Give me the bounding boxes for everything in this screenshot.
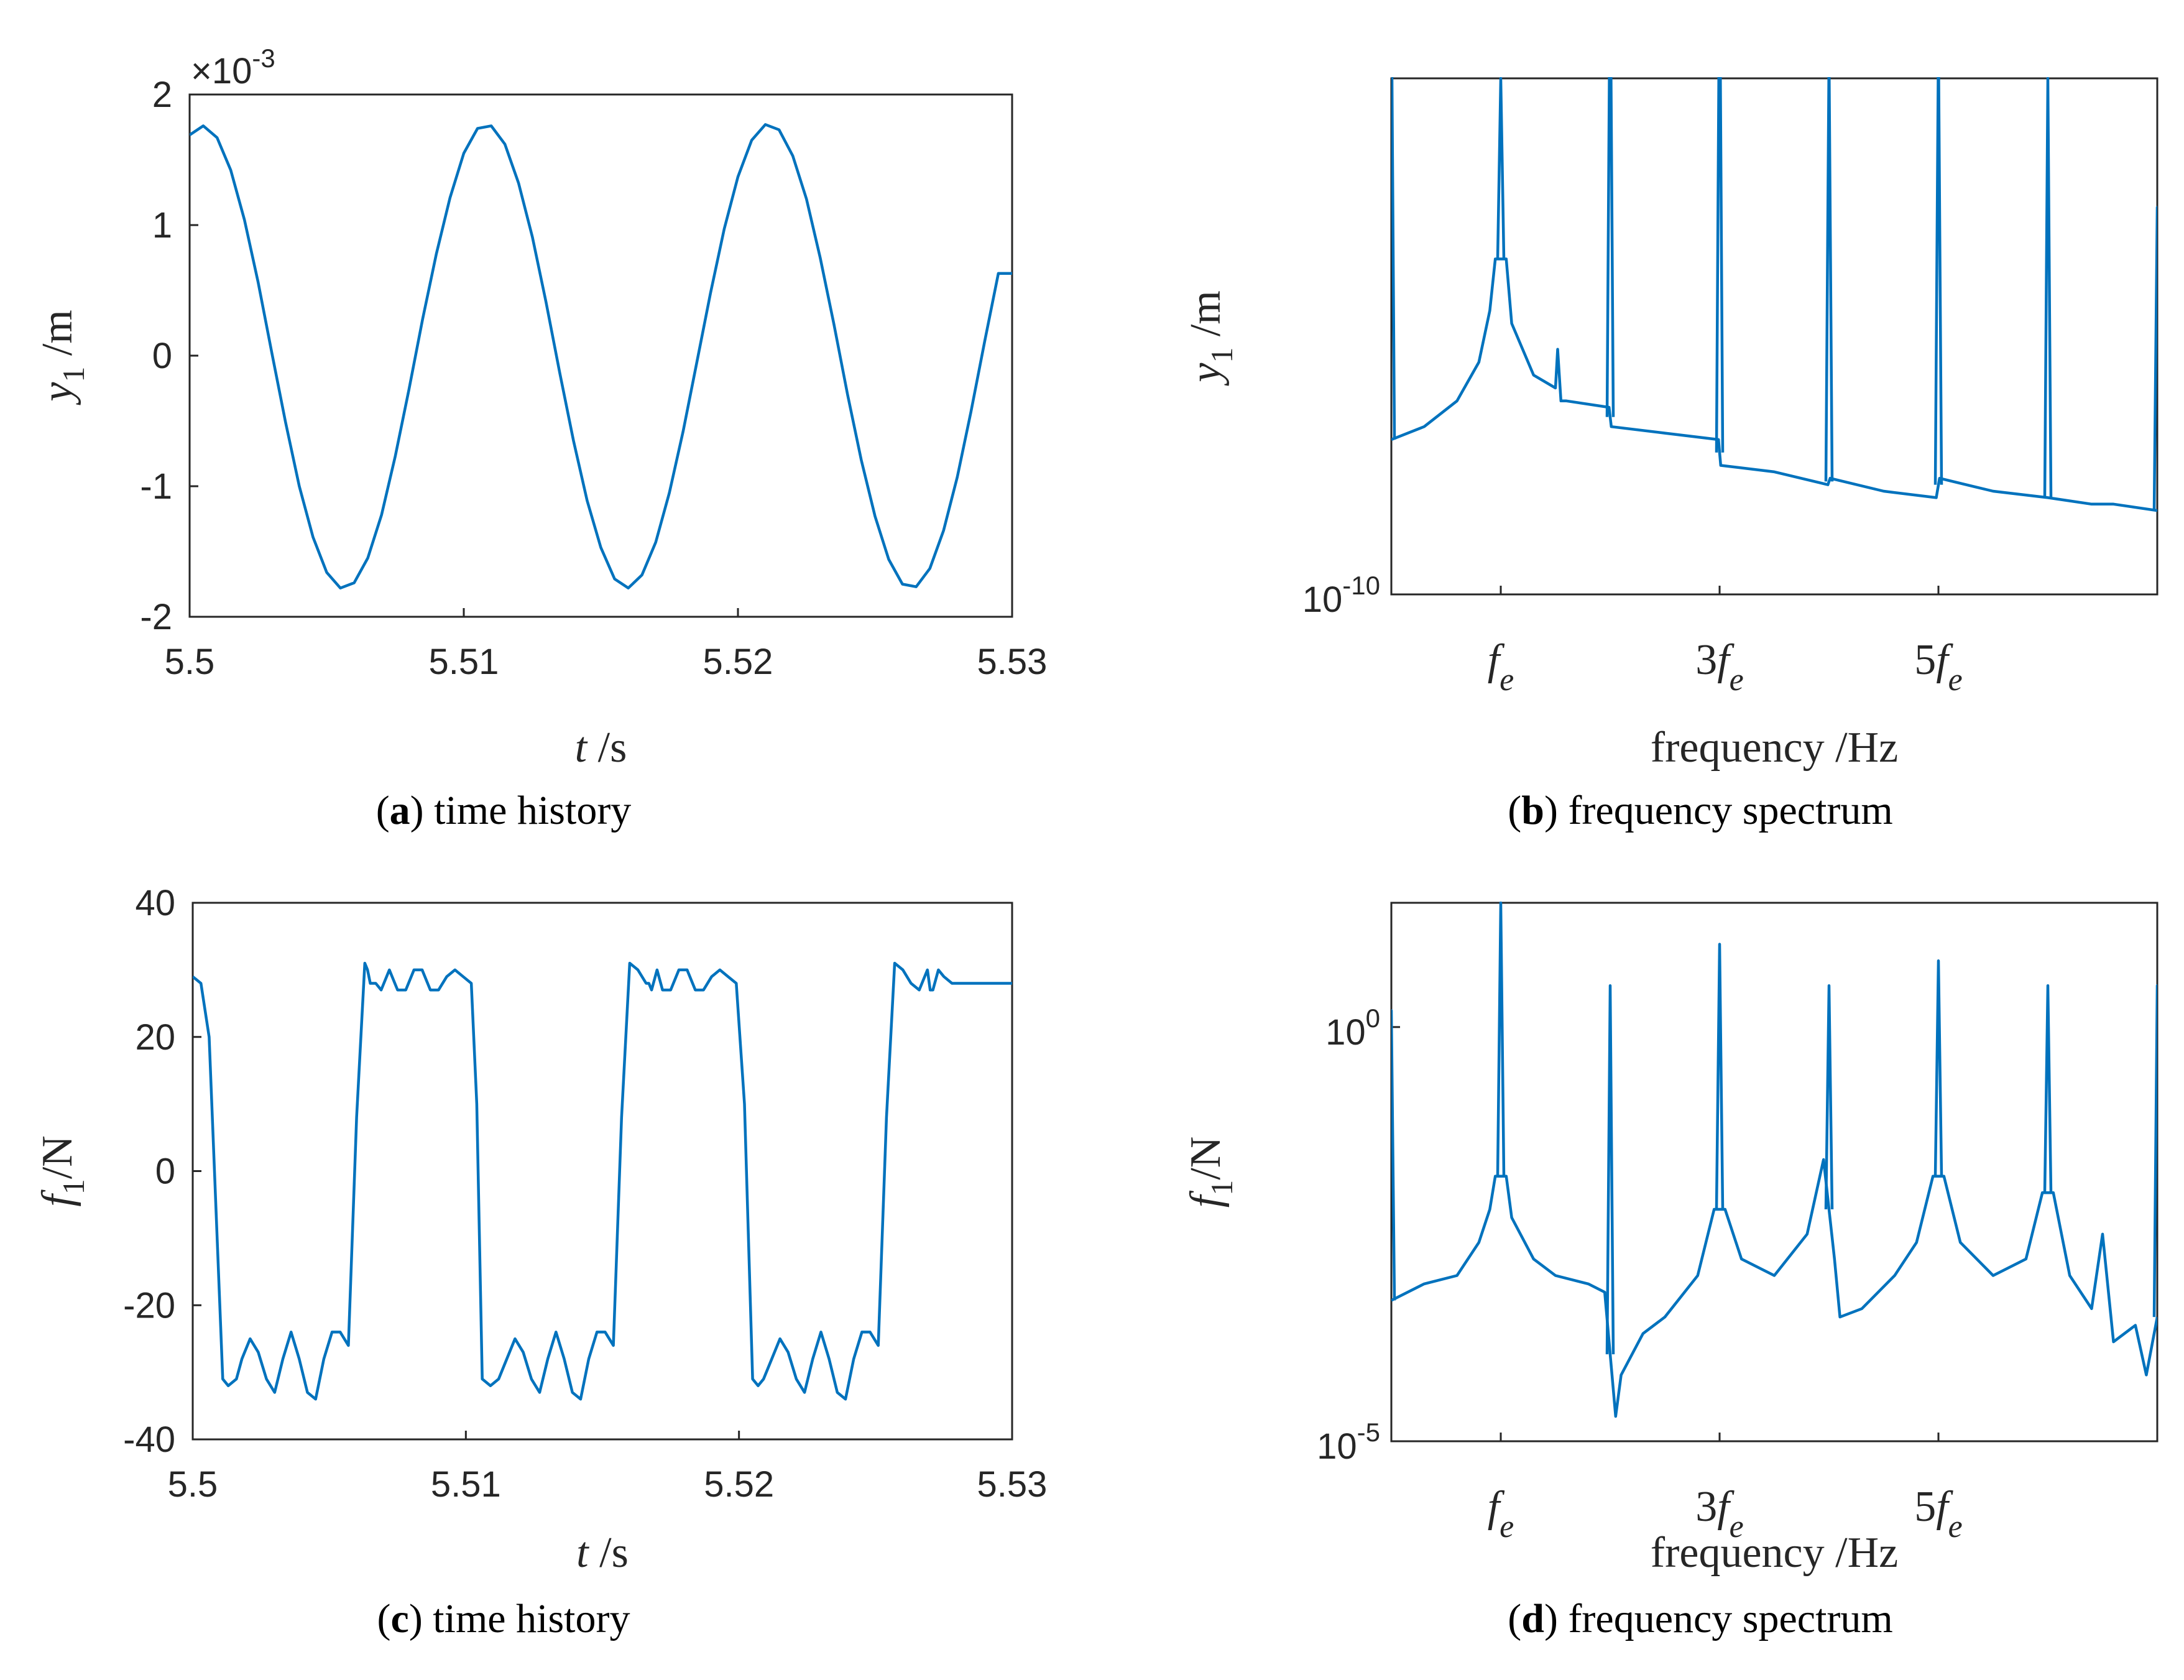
plot-frame	[191, 902, 1013, 1441]
plot-frame	[1390, 902, 2159, 1442]
panel-caption: (c) time history	[377, 1596, 630, 1641]
panel-c: 5.5 5.51 5.52 5.53 -40 -20 0 20 40 t /s f1/N (c) ti…	[34, 883, 1047, 1641]
x-tick-label: fe	[1488, 1483, 1514, 1544]
y-tick-label: -2	[140, 597, 172, 637]
spectrum-peak	[1933, 959, 1943, 1176]
x-axis-label: frequency /Hz	[1651, 1529, 1898, 1577]
plot-frame	[1390, 77, 2159, 596]
x-tick-label: 5.52	[703, 642, 773, 682]
y-axis-label: f1/N	[1182, 1137, 1239, 1207]
spectrum-peak	[2043, 77, 2053, 498]
y-tick-label: 20	[135, 1017, 175, 1058]
spectrum-peak	[1605, 77, 1615, 417]
spectrum-peak	[1496, 77, 1506, 259]
panel-d: fe 3fe 5fe 10-5 100 frequency /Hz f1/N (d) freq…	[1182, 902, 2159, 1641]
y-tick-label: 10-5	[1317, 1418, 1380, 1467]
x-axis-label: t /s	[576, 1529, 629, 1577]
x-axis-label: frequency /Hz	[1651, 724, 1898, 772]
spectrum-peak	[1496, 902, 1506, 1176]
spectrum-peak	[2043, 984, 2053, 1193]
x-tick-label: 5.53	[977, 1464, 1048, 1505]
spectrum-peak	[1824, 984, 1834, 1210]
spectrum-peak	[1605, 984, 1615, 1355]
x-tick-label: 5.51	[429, 642, 499, 682]
x-tick-label: 5.51	[431, 1464, 501, 1505]
y-tick-label: -1	[140, 466, 172, 507]
y-axis-label: f1/N	[34, 1135, 91, 1206]
x-tick-label: 3fe	[1695, 636, 1744, 698]
x-tick-label: 5.53	[977, 642, 1048, 682]
spectrum-peak	[1715, 943, 1725, 1210]
y-tick-label: 10-10	[1302, 571, 1380, 620]
y-tick-label: -20	[123, 1285, 175, 1326]
axis-exponent: ×10-3	[191, 44, 275, 91]
x-tick-label: 5fe	[1914, 1483, 1963, 1544]
spectrum-peak	[1933, 77, 1943, 485]
series-line	[193, 961, 1012, 1401]
y-axis-label: y1 /m	[1182, 290, 1239, 385]
spectrum-peak	[1391, 1008, 1396, 1301]
spectrum-peak	[1391, 77, 1396, 440]
spectrum-peak	[2152, 206, 2157, 511]
y-tick-label: -40	[123, 1419, 175, 1460]
y-tick-label: 40	[135, 883, 175, 923]
x-tick-label: 5.52	[704, 1464, 774, 1505]
panel-caption: (d) frequency spectrum	[1508, 1596, 1892, 1641]
x-tick-label: 5.5	[168, 1464, 218, 1505]
spectrum-peak	[1715, 77, 1725, 453]
y-tick-label: 0	[155, 1152, 175, 1192]
y-tick-label: 2	[152, 75, 172, 115]
x-tick-label: 3fe	[1695, 1483, 1744, 1544]
y-tick-label: 100	[1325, 1004, 1380, 1053]
spectrum-peak	[2152, 984, 2157, 1318]
spectrum-peak	[1824, 77, 1834, 482]
x-tick-label: fe	[1488, 636, 1514, 698]
panel-a: 5.5 5.51 5.52 5.53 -2 -1 0 1 2 ×10-3 t /s y1 /m (a) …	[34, 44, 1047, 833]
x-tick-label: 5fe	[1914, 636, 1963, 698]
panel-caption: (a) time history	[376, 788, 632, 833]
y-tick-label: 0	[152, 336, 172, 376]
series-line	[1391, 257, 2157, 512]
x-axis-label: t /s	[575, 724, 627, 772]
y-tick-label: 1	[152, 205, 172, 246]
y-axis-label: y1 /m	[34, 310, 91, 405]
panel-caption: (b) frequency spectrum	[1508, 788, 1892, 833]
x-tick-label: 5.5	[165, 642, 215, 682]
series-line	[1391, 1158, 2157, 1418]
series-line	[190, 123, 1012, 590]
